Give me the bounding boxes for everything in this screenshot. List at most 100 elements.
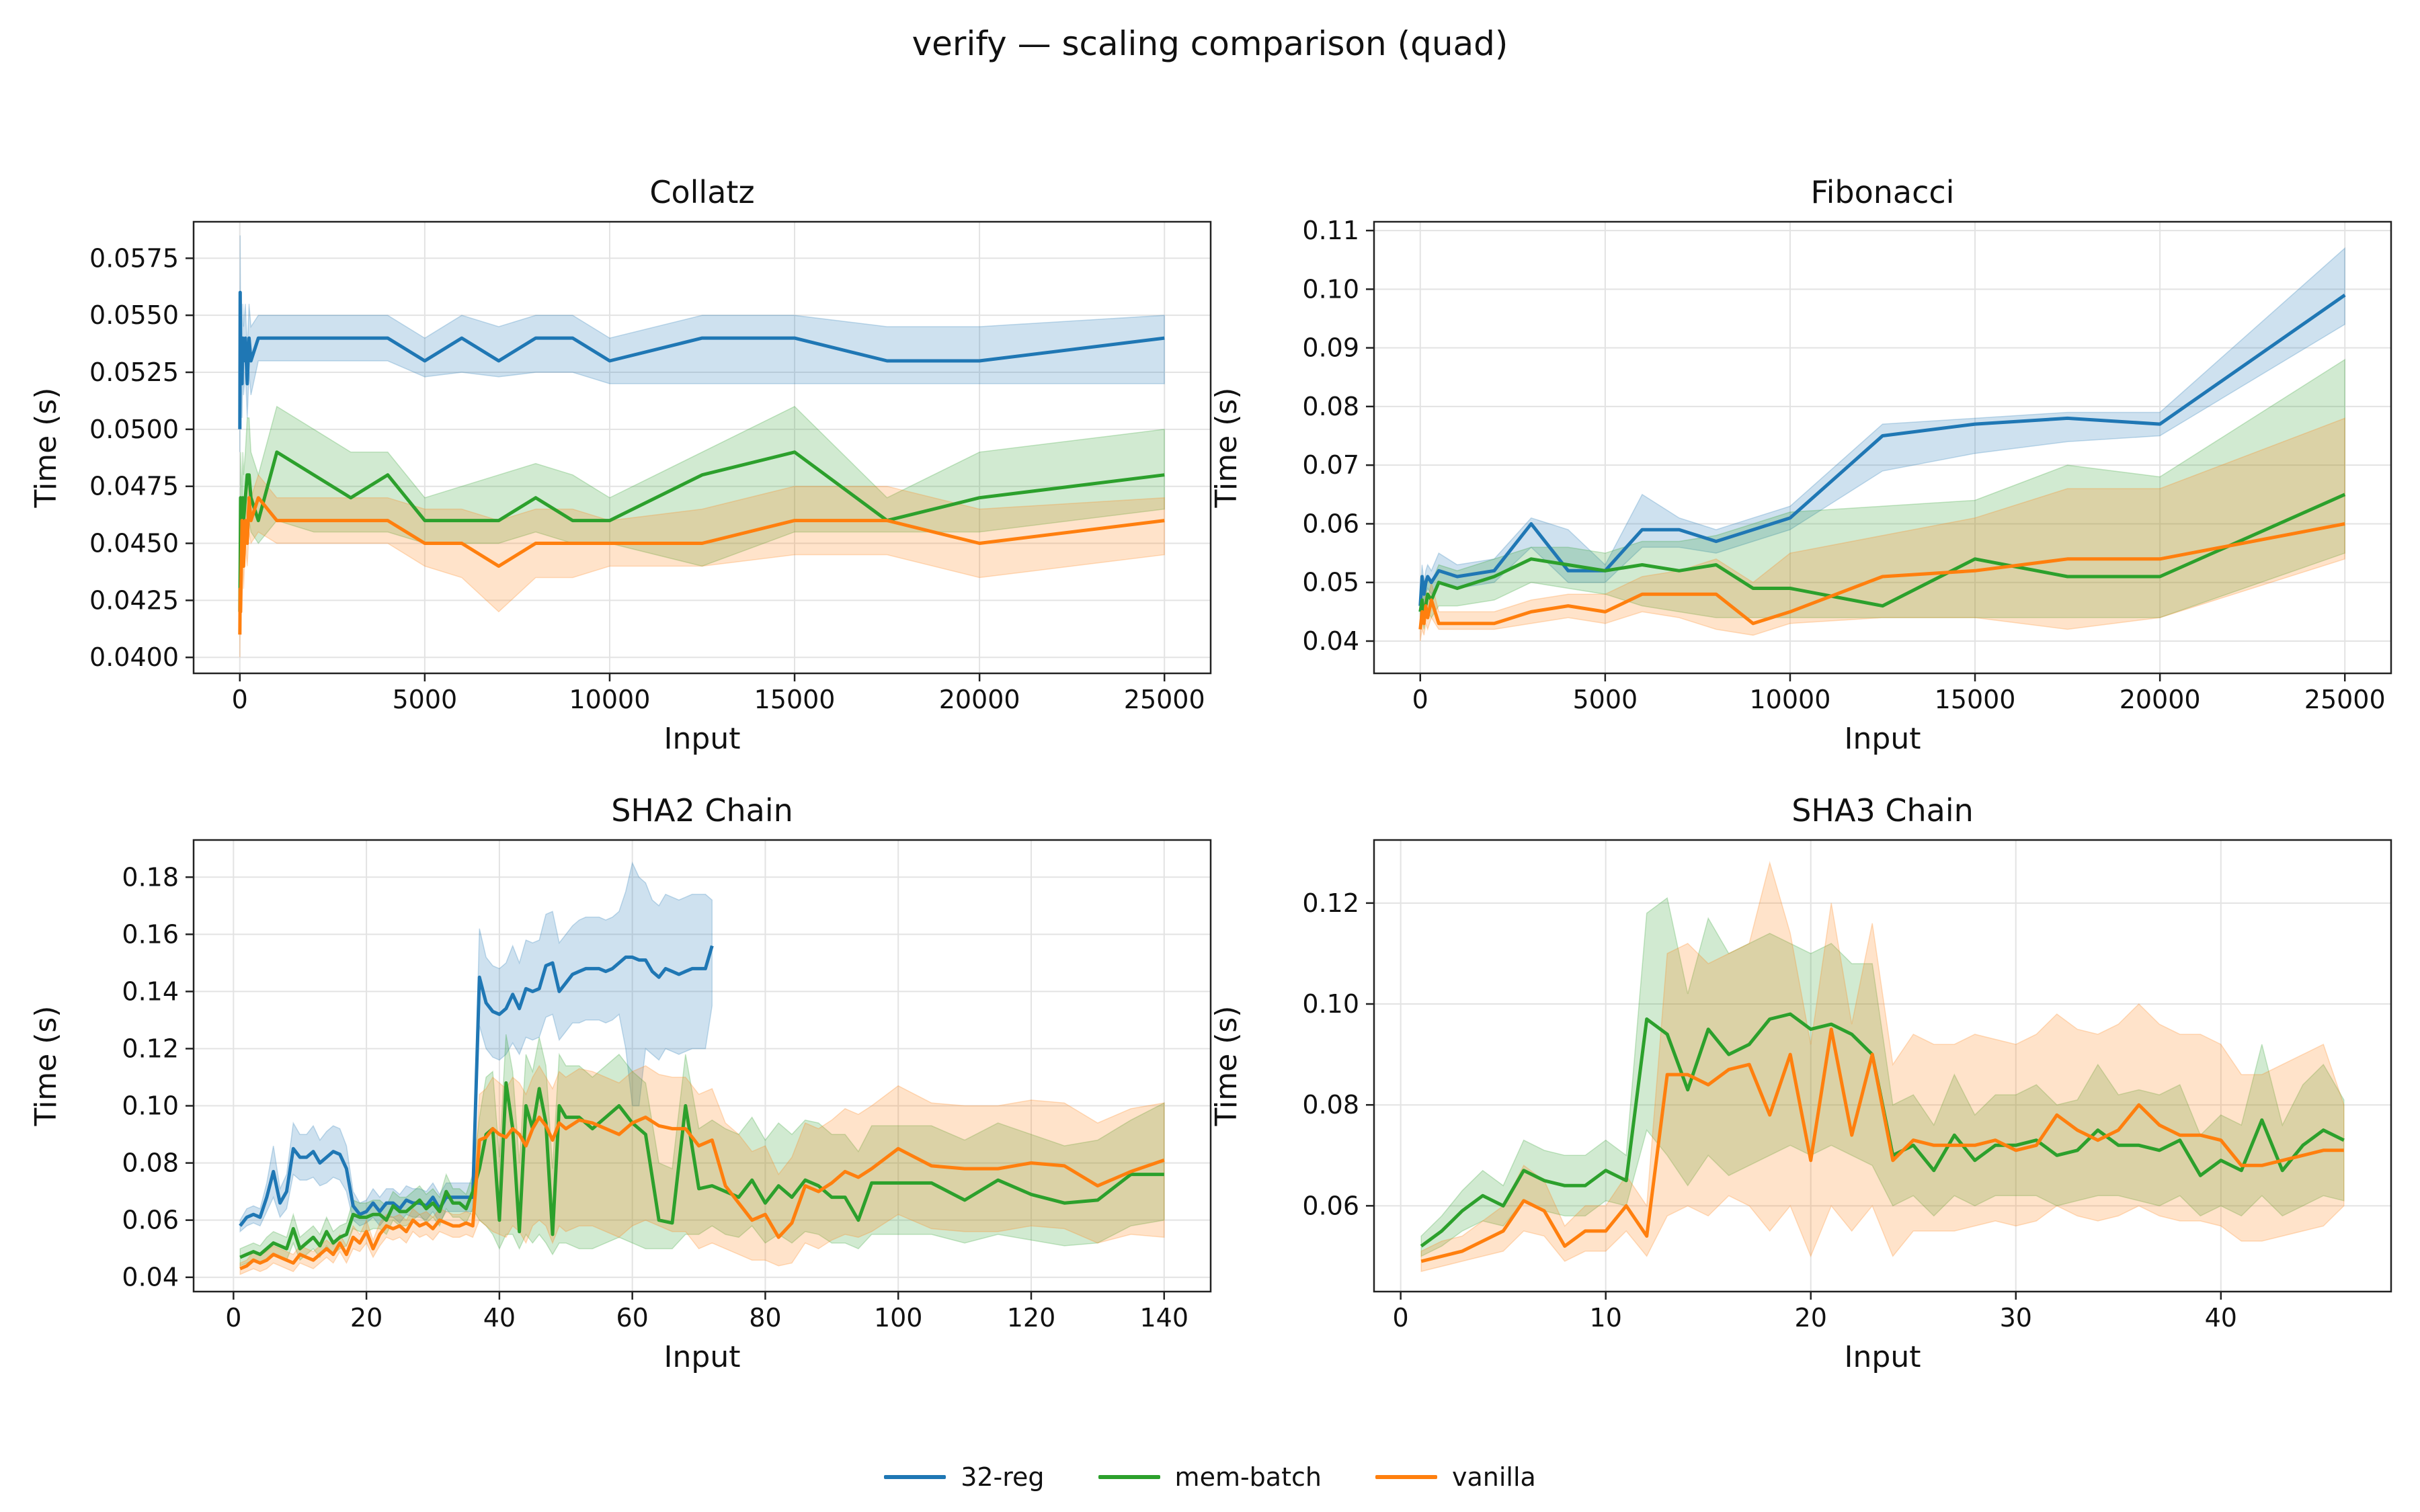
axes-frame bbox=[192, 839, 1212, 1293]
x-tick-label: 10000 bbox=[569, 685, 651, 714]
y-tick-label: 0.08 bbox=[1302, 1090, 1359, 1120]
x-tick-label: 20000 bbox=[2120, 685, 2201, 714]
y-tick-label: 0.06 bbox=[122, 1206, 179, 1235]
band-vanilla bbox=[239, 1064, 1165, 1275]
subplot-title: SHA2 Chain bbox=[611, 792, 793, 829]
series-line-vanilla bbox=[239, 1116, 1165, 1271]
panel-3: 0 10 20 30 40 0.06 0.08 0.10 0.12 SHA3 Chain Input… bbox=[1209, 792, 2392, 1374]
axes-frame bbox=[192, 220, 1212, 675]
y-tick-label: 0.10 bbox=[122, 1091, 179, 1121]
x-tick-label: 10000 bbox=[1750, 685, 1831, 714]
x-tick-label: 5000 bbox=[1573, 685, 1638, 714]
x-tick-label: 140 bbox=[1140, 1303, 1189, 1333]
series-line-vanilla bbox=[1418, 522, 2345, 630]
x-tick-label: 20 bbox=[350, 1303, 382, 1333]
axes-frame bbox=[1373, 220, 2392, 675]
band-mem-batch bbox=[1420, 358, 2345, 630]
y-tick-label: 0.10 bbox=[1302, 989, 1359, 1019]
panel-2: 0 20 40 60 80 100 120 140 0.04 0.06 0.08 0.10 0.12 0.… bbox=[29, 792, 1212, 1374]
series-line-32-reg bbox=[1418, 294, 2346, 606]
x-tick-label: 0 bbox=[1412, 685, 1428, 714]
y-tick-label: 0.0525 bbox=[89, 358, 179, 387]
x-tick-label: 10 bbox=[1590, 1303, 1622, 1333]
y-tick-label: 0.16 bbox=[122, 919, 179, 949]
legend-label-mem-batch: mem-batch bbox=[1174, 1462, 1322, 1492]
y-tick-label: 0.12 bbox=[1302, 888, 1359, 918]
y-tick-label: 0.06 bbox=[1302, 1191, 1359, 1220]
y-tick-label: 0.04 bbox=[1302, 626, 1359, 656]
y-axis-label: Time (s) bbox=[29, 1006, 63, 1127]
y-axis-label: Time (s) bbox=[29, 388, 63, 509]
y-tick-label: 0.11 bbox=[1302, 216, 1359, 245]
band-32-reg bbox=[239, 235, 1165, 452]
x-tick-label: 0 bbox=[232, 685, 248, 714]
x-tick-label: 15000 bbox=[754, 685, 836, 714]
subplot-title: Collatz bbox=[649, 174, 754, 210]
legend-item-32-reg: 32-reg bbox=[884, 1462, 1045, 1492]
x-tick-label: 5000 bbox=[393, 685, 458, 714]
band-mem-batch bbox=[239, 1034, 1165, 1267]
band-32-reg bbox=[239, 861, 713, 1233]
y-tick-label: 0.08 bbox=[122, 1148, 179, 1178]
y-tick-label: 0.05 bbox=[1302, 568, 1359, 597]
y-tick-label: 0.0575 bbox=[89, 243, 179, 273]
y-tick-label: 0.14 bbox=[122, 976, 179, 1006]
y-tick-label: 0.04 bbox=[122, 1263, 179, 1292]
plot-area bbox=[239, 861, 1165, 1275]
x-tick-label: 0 bbox=[1393, 1303, 1409, 1333]
legend-swatch-vanilla bbox=[1375, 1475, 1437, 1479]
series-line-vanilla bbox=[238, 496, 1165, 635]
x-tick-label: 25000 bbox=[1124, 685, 1205, 714]
y-tick-label: 0.0400 bbox=[89, 642, 179, 672]
y-tick-label: 0.0450 bbox=[89, 529, 179, 558]
plot-area bbox=[1418, 247, 2346, 642]
x-tick-label: 20000 bbox=[939, 685, 1020, 714]
legend-item-vanilla: vanilla bbox=[1375, 1462, 1536, 1492]
panel-0: 0 5000 10000 15000 20000 25000 0.0400 0.0425 0.0… bbox=[29, 174, 1212, 756]
y-tick-label: 0.0500 bbox=[89, 415, 179, 444]
y-tick-label: 0.12 bbox=[122, 1034, 179, 1063]
x-axis-label: Input bbox=[664, 1340, 741, 1374]
x-tick-label: 80 bbox=[749, 1303, 781, 1333]
series-line-mem-batch bbox=[1418, 493, 2346, 620]
y-tick-label: 0.08 bbox=[1302, 392, 1359, 421]
x-tick-label: 40 bbox=[2205, 1303, 2237, 1333]
y-tick-label: 0.10 bbox=[1302, 274, 1359, 304]
x-tick-label: 40 bbox=[483, 1303, 516, 1333]
y-tick-label: 0.09 bbox=[1302, 333, 1359, 363]
subplot-title: SHA3 Chain bbox=[1791, 792, 1974, 829]
series-line-32-reg bbox=[238, 290, 1165, 429]
y-tick-label: 0.18 bbox=[122, 862, 179, 892]
x-tick-label: 60 bbox=[616, 1303, 648, 1333]
axes-frame bbox=[1373, 839, 2392, 1293]
legend: 32-reg mem-batch vanilla bbox=[0, 1457, 2420, 1497]
x-axis-label: Input bbox=[1845, 722, 1921, 756]
x-axis-label: Input bbox=[1845, 1340, 1921, 1374]
plot-area bbox=[238, 235, 1165, 658]
x-tick-label: 20 bbox=[1795, 1303, 1827, 1333]
x-tick-label: 100 bbox=[874, 1303, 923, 1333]
x-tick-label: 120 bbox=[1007, 1303, 1056, 1333]
legend-label-32-reg: 32-reg bbox=[961, 1462, 1045, 1492]
figure-title: verify — scaling comparison (quad) bbox=[912, 24, 1508, 63]
y-tick-label: 0.07 bbox=[1302, 450, 1359, 480]
x-axis-label: Input bbox=[664, 722, 741, 756]
legend-label-vanilla: vanilla bbox=[1451, 1462, 1536, 1492]
y-tick-label: 0.0550 bbox=[89, 300, 179, 330]
band-mem-batch bbox=[1420, 897, 2345, 1257]
band-vanilla bbox=[1420, 417, 2345, 642]
panel-1: 0 5000 10000 15000 20000 25000 0.04 0.05 0.06 0.0… bbox=[1209, 174, 2392, 756]
legend-item-mem-batch: mem-batch bbox=[1098, 1462, 1322, 1492]
y-tick-label: 0.0425 bbox=[89, 585, 179, 615]
series-line-mem-batch bbox=[239, 1081, 1164, 1259]
x-tick-label: 0 bbox=[225, 1303, 241, 1333]
y-axis-label: Time (s) bbox=[1209, 1006, 1244, 1127]
band-vanilla bbox=[1420, 860, 2345, 1272]
x-tick-label: 25000 bbox=[2304, 685, 2386, 714]
y-tick-label: 0.06 bbox=[1302, 509, 1359, 538]
y-axis-label: Time (s) bbox=[1209, 388, 1244, 509]
legend-swatch-mem-batch bbox=[1098, 1475, 1160, 1479]
series-line-32-reg bbox=[239, 945, 714, 1227]
